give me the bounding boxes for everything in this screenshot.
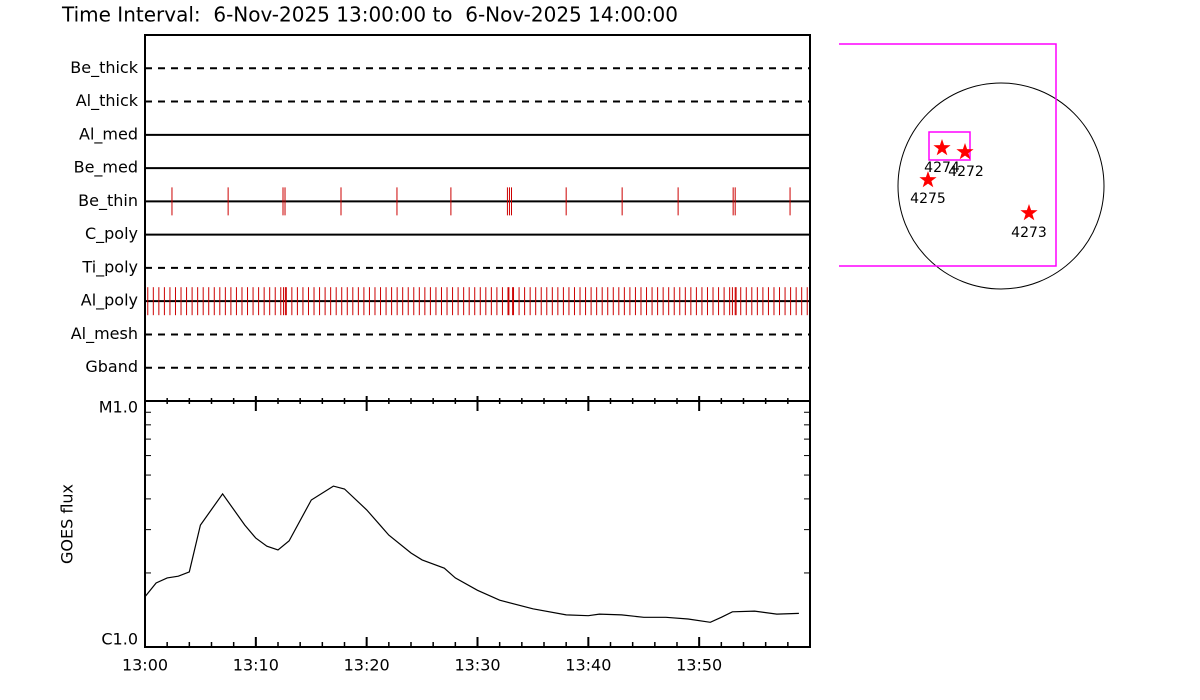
chart-title: Time Interval: 6-Nov-2025 13:00:00 to 6-…: [61, 3, 678, 27]
region-star: [933, 139, 951, 156]
row-label: Al_thick: [76, 91, 139, 111]
y-axis-label: GOES flux: [58, 484, 77, 564]
x-tick-label: 13:10: [233, 656, 279, 675]
row-label: Al_mesh: [71, 324, 138, 344]
row-label: Ti_poly: [81, 257, 138, 277]
region-label: 4275: [910, 191, 946, 207]
y-tick-label: C1.0: [101, 630, 138, 649]
target-box: [928, 131, 971, 161]
region-star: [1020, 204, 1038, 221]
x-tick-label: 13:00: [122, 656, 168, 675]
x-tick-label: 13:30: [454, 656, 500, 675]
row-label: Be_thick: [70, 58, 138, 78]
goes-line: [144, 485, 799, 623]
row-label: C_poly: [85, 224, 138, 244]
region-label: 4273: [1011, 225, 1047, 241]
solar-disk: [897, 82, 1105, 290]
region-label: 4274: [924, 160, 960, 176]
y-tick-label: M1.0: [99, 398, 138, 417]
x-tick-label: 13:20: [344, 656, 390, 675]
x-tick-label: 13:50: [676, 656, 722, 675]
row-label: Al_med: [79, 124, 138, 144]
region-star: [956, 143, 974, 160]
row-label: Be_med: [74, 158, 138, 178]
x-tick-label: 13:40: [565, 656, 611, 675]
region-label: 4272: [948, 164, 984, 180]
sun-map: 4274 4272 4275 4273: [839, 43, 1105, 290]
row-label: Gband: [85, 357, 138, 376]
timeline-frame: [144, 34, 811, 402]
fov-box: [839, 43, 1057, 267]
row-label: Al_poly: [81, 291, 138, 311]
row-label: Be_thin: [78, 191, 138, 211]
